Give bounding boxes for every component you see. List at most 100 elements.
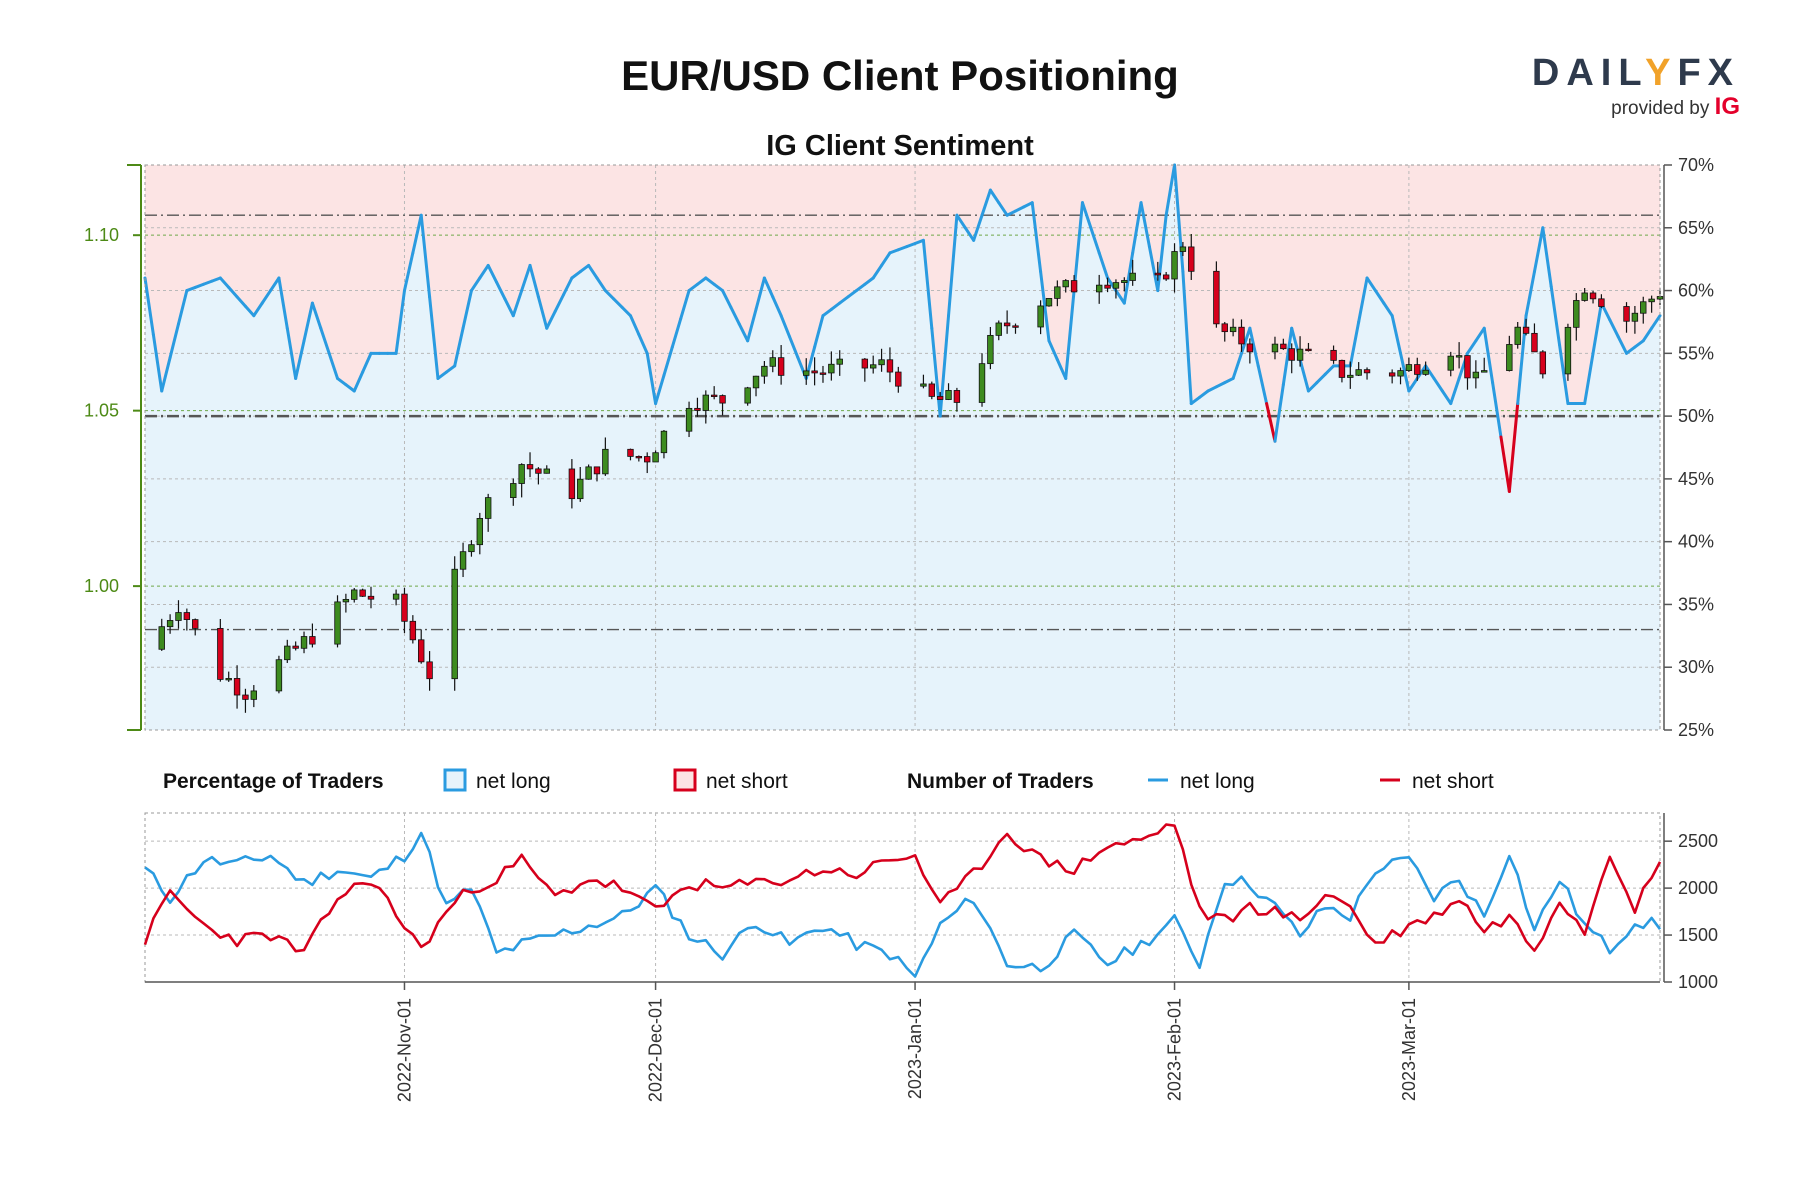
sentiment-line-segment — [1139, 201, 1151, 249]
sentiment-line-segment — [1616, 335, 1629, 355]
candle-up — [334, 601, 341, 645]
candle-down — [1288, 348, 1295, 361]
candle-down — [861, 358, 869, 369]
sentiment-line-segment — [1432, 376, 1444, 393]
price-tick-label: 1.10 — [84, 225, 119, 245]
candle-down — [1012, 325, 1019, 328]
sentiment-line-segment — [1173, 163, 1185, 274]
candle-down — [183, 612, 191, 620]
candle-up — [1564, 326, 1572, 375]
candle-up — [1405, 364, 1413, 371]
candle-up — [1481, 370, 1488, 373]
sentiment-line-segment — [670, 317, 683, 349]
sentiment-line-segment — [160, 356, 172, 393]
sentiment-line-segment — [302, 301, 314, 343]
legend-num-short: net short — [1412, 770, 1494, 793]
candle-down — [535, 468, 542, 474]
count-tick-label: 1500 — [1678, 925, 1718, 945]
sentiment-line-segment — [1064, 289, 1076, 380]
candle-up — [275, 659, 283, 692]
candle-up — [1129, 272, 1136, 281]
sentiment-line-segment — [1608, 318, 1620, 339]
candle-up — [250, 690, 258, 700]
candle-up — [166, 620, 174, 628]
sentiment-line-segment — [947, 213, 959, 318]
candle-down — [309, 636, 316, 645]
sentiment-line-segment — [754, 276, 766, 311]
candle-up — [158, 626, 165, 650]
candle-up — [1229, 326, 1237, 333]
sentiment-line-segment — [1315, 372, 1327, 385]
sentiment-line-segment — [1491, 381, 1503, 439]
sentiment-line-segment — [1558, 343, 1570, 406]
sentiment-line-segment — [1348, 320, 1361, 368]
candle-up — [1095, 284, 1103, 293]
candle-up — [978, 363, 986, 403]
main-panel: 1.00 1.05 1.10 25% 30% 35% 40% 45% 50% 55% 60% 65% 7… — [84, 155, 1714, 740]
candle-down — [819, 372, 827, 375]
candle-down — [192, 619, 199, 629]
sentiment-line-segment — [1499, 435, 1511, 493]
candle-up — [1171, 251, 1178, 280]
candle-up — [752, 375, 760, 389]
x-tick-label: 2022-Dec-01 — [646, 998, 666, 1102]
candle-down — [710, 394, 718, 397]
sentiment-line-segment — [737, 322, 750, 343]
sentiment-line-segment — [1223, 376, 1235, 385]
legend-pct-long-swatch — [443, 768, 467, 792]
sentiment-line-segment — [1206, 385, 1218, 393]
logo-wordmark-c: FX — [1677, 52, 1740, 94]
sentiment-line-segment — [871, 263, 884, 280]
candle-down — [359, 589, 366, 597]
sentiment-line-segment — [428, 295, 440, 380]
candle-up — [484, 497, 492, 519]
sentiment-line-segment — [645, 351, 658, 406]
candle-up — [1179, 246, 1187, 252]
candle-down — [1188, 246, 1195, 272]
chart-title: EUR/USD Client Positioning — [621, 52, 1179, 99]
sentiment-line-segment — [712, 282, 725, 293]
candle-down — [233, 678, 241, 696]
sentiment-line-segment — [1541, 226, 1553, 288]
candle-up — [945, 390, 952, 400]
sentiment-line-segment — [1265, 402, 1277, 443]
sentiment-line-segment — [503, 297, 515, 318]
sentiment-line-segment — [1390, 314, 1403, 355]
sentiment-line-segment — [218, 276, 231, 289]
sentiment-line-segment — [1591, 301, 1603, 355]
pct-tick-label: 35% — [1678, 594, 1714, 614]
sentiment-line-segment — [411, 213, 423, 255]
candle-down — [1070, 280, 1078, 293]
lower-panel: 1000 1500 2000 2500 — [143, 812, 1718, 992]
sentiment-line-segment — [628, 314, 641, 336]
sentiment-line-segment — [1399, 351, 1411, 393]
x-tick-label: 2022-Nov-01 — [394, 998, 414, 1102]
candle-down — [418, 639, 425, 663]
sentiment-line-segment — [1382, 301, 1394, 318]
candle-up — [1347, 374, 1354, 378]
candle-down — [593, 466, 601, 475]
candle-up — [1581, 292, 1588, 301]
sentiment-line-segment — [1273, 383, 1285, 443]
pct-tick-label: 60% — [1678, 281, 1714, 301]
candle-up — [1447, 355, 1454, 371]
candle-down — [1388, 372, 1396, 377]
sentiment-line-segment — [1323, 364, 1336, 376]
logo-tagline: provided by IG — [1532, 93, 1740, 121]
sentiment-line-segment — [285, 326, 298, 380]
candle-up — [702, 394, 710, 411]
sentiment-line-segment — [361, 351, 373, 374]
sentiment-line-segment — [1072, 201, 1084, 293]
count-tick-label: 1000 — [1678, 972, 1718, 992]
sentiment-line-segment — [469, 276, 482, 293]
candle-down — [694, 407, 701, 411]
sentiment-line-segment — [1239, 326, 1252, 355]
candle-down — [367, 595, 375, 600]
candle-up — [1472, 371, 1480, 379]
sentiment-line-segment — [1122, 251, 1135, 305]
candle-up — [685, 407, 693, 432]
sentiment-line-segment — [762, 276, 775, 299]
sentiment-line-segment — [1281, 326, 1294, 387]
candle-down — [635, 455, 643, 459]
candle-up — [342, 598, 350, 603]
